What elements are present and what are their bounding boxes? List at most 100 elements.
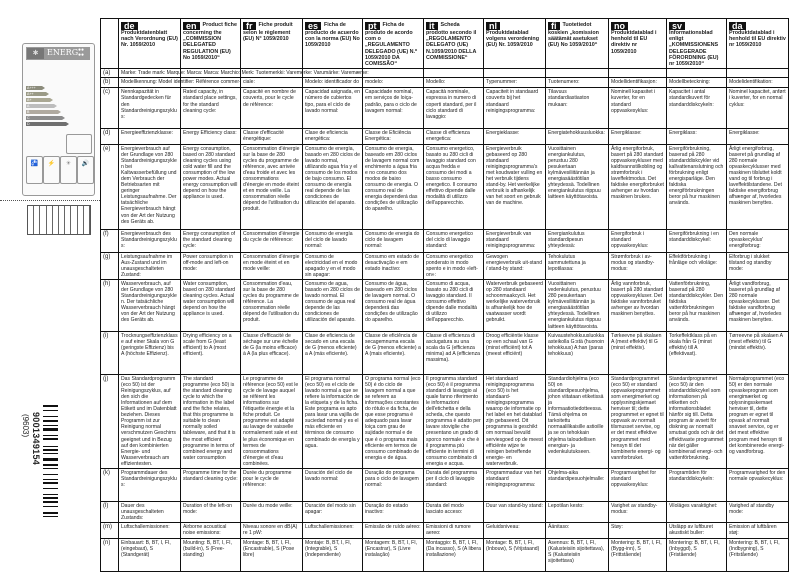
cell-no: Støy: [608, 522, 667, 539]
cell-da: Årligt energiforbrug, baseret på grundla… [726, 143, 789, 230]
cell-fr: Montage: B, BT, I, FI, (Encastrable), S … [240, 537, 303, 572]
fiche-title: Produktdatenblatt nach Verordnung (EU) N… [121, 30, 178, 49]
lang-header-sv: svInformationsblad enligt „KOMMISSIONENS… [666, 17, 727, 70]
row-label: (h) [100, 278, 119, 332]
cell-de: Dauer des unausgeschalteten Zustands: [118, 501, 181, 524]
cell-fi: Tilavuus standardiastiaston mukaan: [545, 87, 609, 130]
cell-fi: Tuotenumero: [545, 77, 609, 89]
barcode-bar [43, 457, 58, 461]
barcode-bar [43, 474, 58, 475]
empty-cell [423, 68, 484, 79]
cell-pt: modelo: [362, 77, 424, 89]
fiche-title: Product fiche concerning the „COMMISSION… [183, 22, 237, 61]
cell-sv: Energiförbrukning, baserad på 280 standa… [666, 143, 727, 230]
row-label: (c) [100, 87, 119, 130]
cell-it: Emissioni di rumore aereo: [423, 522, 484, 539]
cell-fi: Vuosittainen vedenkulutus, perustuu 280 … [545, 278, 609, 332]
cell-no: Programvarighet for standard oppvaskesyk… [608, 468, 667, 503]
table-row: (g) Leistungsaufnahme im Aus-Zustand und … [100, 251, 789, 280]
row-label: (f) [100, 228, 119, 253]
row-label: (n) [100, 537, 119, 572]
cell-da: Nominel kapacitet, anført i kuverter, fo… [726, 87, 789, 130]
barcode-number: 9001349154 [31, 412, 41, 466]
lang-header-fr: fr Fiche produit selon le règlement (EU) … [240, 17, 303, 70]
cell-no: Årlig vannforbruk, basert på 280 standar… [608, 278, 667, 332]
product-fiche-table: deProduktdatenblatt nach Verordnung (EU)… [100, 17, 789, 572]
table-row: (b) Modellkennung: Model identifier: Réfé… [100, 77, 789, 89]
table-row: (a) Marke: Trade mark: Marque: Marca: Mar… [100, 68, 789, 79]
lang-badge: fi [548, 22, 560, 31]
cell-en: Drying efficiency on a scale from G (lea… [180, 330, 241, 375]
cell-it: Il programma standard (eco 50) è il prog… [423, 373, 484, 470]
cell-en: Water consumption, based on 280 standard… [180, 278, 241, 332]
cell-en: Energy consumption of the standard clean… [180, 228, 241, 253]
lang-badge: fr [243, 22, 256, 31]
cell-fr: Classe d'efficacité énergétique: [240, 128, 303, 145]
lang-header-it: it Scheda prodotto secondo il „REGOLAMENT… [423, 17, 484, 70]
cell-es: Clase de eficiencia energética: [302, 128, 363, 145]
cell-da: Varighed af standby mode: [726, 501, 789, 524]
cell-nl: Duur van stand-by stand: [483, 501, 546, 524]
lang-header-da: daProduktdatablad i henhold til EU direk… [726, 17, 789, 70]
fiche-title: Ficha de produto de acordo com o „REGULA… [365, 22, 417, 68]
cell-sv: Standardprogrammet (eco 50) är den stand… [666, 373, 727, 470]
row-label: (g) [100, 251, 119, 280]
cell-en: Programme time for the standard cleaning… [180, 468, 241, 503]
lang-header-es: es Ficha de producto de acuerdo con la no… [302, 17, 363, 70]
lang-header-nl: nlProduktdatablad volgens verordening (E… [483, 17, 546, 70]
cell-fi: Tehokulutus sammutettuna ja lepotilassa: [545, 251, 609, 280]
barcode-bar [43, 478, 58, 480]
lang-badge: sv [669, 22, 686, 31]
cell-pt: Consumo em estado de desactivação e em e… [362, 251, 424, 280]
cell-fr: Consommation d'énergie sur la base de 28… [240, 143, 303, 230]
cell-it: Consumo energetico, basato su 280 cicli … [423, 143, 484, 230]
cell-sv: Torkeffektklass på en skala från G (mins… [666, 330, 727, 375]
cell-no: Nominell kapasitet i kuverter, for en st… [608, 87, 667, 130]
cell-nl: Gewogen energieverbruik uit-stand / stan… [483, 251, 546, 280]
cell-pt: Duração do estado inactivo: [362, 501, 424, 524]
empty-cell [483, 68, 546, 79]
cell-sv: Effektförbrukning i frånläge och viloläg… [666, 251, 727, 280]
cell-da: Elforbrug i slukket tilstand og standby … [726, 251, 789, 280]
cell-nl: Het standaard reinigingsprogramma (eco 5… [483, 373, 546, 470]
cell-de: Luftschallemissionen: [118, 522, 181, 539]
table-row: (h) Wasserverbrauch, auf der Grundlage vo… [100, 278, 789, 332]
cell-it: Consumo di acqua, basato su 280 cicli di… [423, 278, 484, 332]
barcode-bar [43, 511, 58, 514]
empty-cell [545, 68, 609, 79]
barcode-bar [43, 501, 58, 503]
energy-class-bar: A++ [26, 92, 49, 96]
barcode-bar [43, 435, 58, 436]
table-row: (n) Einbauart: B, BT, I, FI, (eingebaut),… [100, 537, 789, 572]
cell-fr: Consommation d'énergie en mode éteint et… [240, 251, 303, 280]
lang-badge: da [729, 22, 746, 31]
cell-es: Clase de eficiencia de secado en una esc… [302, 330, 363, 375]
barcode-sub-number: (9603) [21, 414, 30, 438]
cell-fi: Lepotilan kesto: [545, 501, 609, 524]
cell-fr: ciale: [240, 77, 303, 89]
energy-class-bar: A+ [26, 98, 53, 102]
cell-nl: Capaciteit in standaard couverts bij het… [483, 87, 546, 130]
cell-pt: Montagem: B, BT, I, FI, (Encastrar), S (… [362, 537, 424, 572]
cell-it: Classe di efficienza energetica: [423, 128, 484, 145]
cell-no: Modellidentifikasjon: [608, 77, 667, 89]
cell-en: The standard programme (eco 50) is the s… [180, 373, 241, 470]
cell-en: Rated capacity, in standard place settin… [180, 87, 241, 130]
table-row: (i) Trocknungseffizienzklasse auf einer S… [100, 330, 789, 375]
cell-no: Energiforbruk i standard oppvaskesyklus: [608, 228, 667, 253]
row-label: (i) [100, 330, 119, 375]
cell-fr: Consommation d'énergie du cycle de référ… [240, 228, 303, 253]
empty-cell [362, 68, 424, 79]
cell-sv: Viloläges varaktighet: [666, 501, 727, 524]
row-label: (j) [100, 373, 119, 470]
cell-es: Montaje: B, BT, I, FI, (Integrable), S (… [302, 537, 363, 572]
row-label: (e) [100, 143, 119, 230]
table-row: (m) Luftschallemissionen: Airborne acousti… [100, 522, 789, 539]
barcode-bar [43, 405, 58, 407]
barcode-bar [43, 415, 58, 417]
cell-pt: Classe de eficiência de secagemnuma esca… [362, 330, 424, 375]
consumption-box [66, 134, 92, 154]
cell-fi: Standardiohjelma (eco 50) on standardipe… [545, 373, 609, 470]
cell-da: Programvarighed for den normale opvaskec… [726, 468, 789, 503]
fiche-title: Informationsblad enligt „KOMMISSIONENS D… [669, 30, 719, 68]
